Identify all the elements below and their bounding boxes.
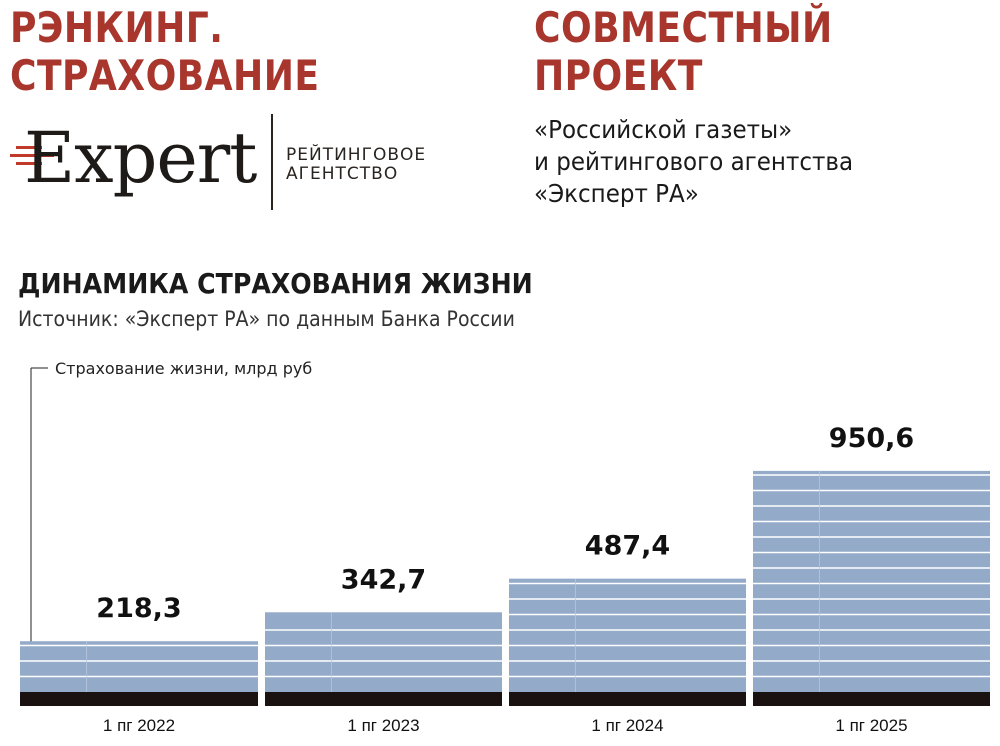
- value-label: 342,7: [341, 564, 426, 595]
- value-labels: 218,3 342,7 487,4 950,6: [96, 423, 914, 624]
- y-axis-label: Страхование жизни, млрд руб: [55, 359, 312, 378]
- bar-base-3: [509, 692, 746, 706]
- category-labels: 1 пг 2022 1 пг 2023 1 пг 2024 1 пг 2025: [103, 716, 908, 735]
- bar-fill-2: [265, 612, 502, 692]
- logo-divider: [271, 114, 273, 210]
- value-label: 487,4: [585, 531, 670, 562]
- chart-title: ДИНАМИКА СТРАХОВАНИЯ ЖИЗНИ: [18, 267, 533, 300]
- ranking-title-line-1: РЭНКИНГ.: [10, 3, 224, 52]
- logo-wordmark: Expert: [24, 117, 257, 199]
- bar-fill-1: [20, 641, 258, 692]
- value-label: 218,3: [96, 593, 181, 624]
- value-label: 950,6: [829, 423, 914, 454]
- bar-fill-4: [753, 470, 990, 692]
- category-label: 1 пг 2024: [591, 716, 663, 735]
- project-title-line-1: СОВМЕСТНЫЙ: [534, 3, 833, 52]
- bar-base-1: [20, 692, 258, 706]
- bar-fill-3: [509, 578, 746, 692]
- logo-subtitle-line-2: АГЕНТСТВО: [286, 164, 399, 184]
- bars: [20, 470, 990, 706]
- project-title-line-2: ПРОЕКТ: [534, 51, 703, 100]
- project-description-line-1: «Российской газеты»: [534, 115, 793, 144]
- bar-1: [20, 641, 258, 706]
- logo-subtitle: РЕЙТИНГОВОЕ АГЕНТСТВО: [286, 146, 426, 184]
- project-description-line-2: и рейтингового агентства: [534, 147, 854, 176]
- chart-subtitle: Источник: «Эксперт РА» по данным Банка Р…: [18, 307, 515, 331]
- bar-base-4: [753, 692, 990, 706]
- category-label: 1 пг 2025: [835, 716, 907, 735]
- project-description: «Российской газеты» и рейтингового агент…: [534, 114, 853, 210]
- category-label: 1 пг 2022: [103, 716, 175, 735]
- ranking-title-line-2: СТРАХОВАНИЕ: [10, 51, 320, 100]
- ranking-title: РЭНКИНГ. СТРАХОВАНИЕ: [10, 4, 319, 100]
- logo-subtitle-line-1: РЕЙТИНГОВОЕ: [286, 145, 427, 165]
- logo-stripes-icon: [10, 146, 54, 165]
- bar-4: [753, 470, 990, 706]
- category-label: 1 пг 2023: [347, 716, 419, 735]
- expert-logo: Expert РЕЙТИНГОВОЕ АГЕНТСТВО: [10, 112, 430, 212]
- bar-base-2: [265, 692, 502, 706]
- project-title: СОВМЕСТНЫЙ ПРОЕКТ: [534, 4, 833, 100]
- bar-3: [509, 578, 746, 706]
- bar-2: [265, 612, 502, 706]
- project-description-line-3: «Эксперт РА»: [534, 179, 699, 208]
- bar-chart: Страхование жизни, млрд руб 218,3 342,7 48…: [20, 359, 990, 735]
